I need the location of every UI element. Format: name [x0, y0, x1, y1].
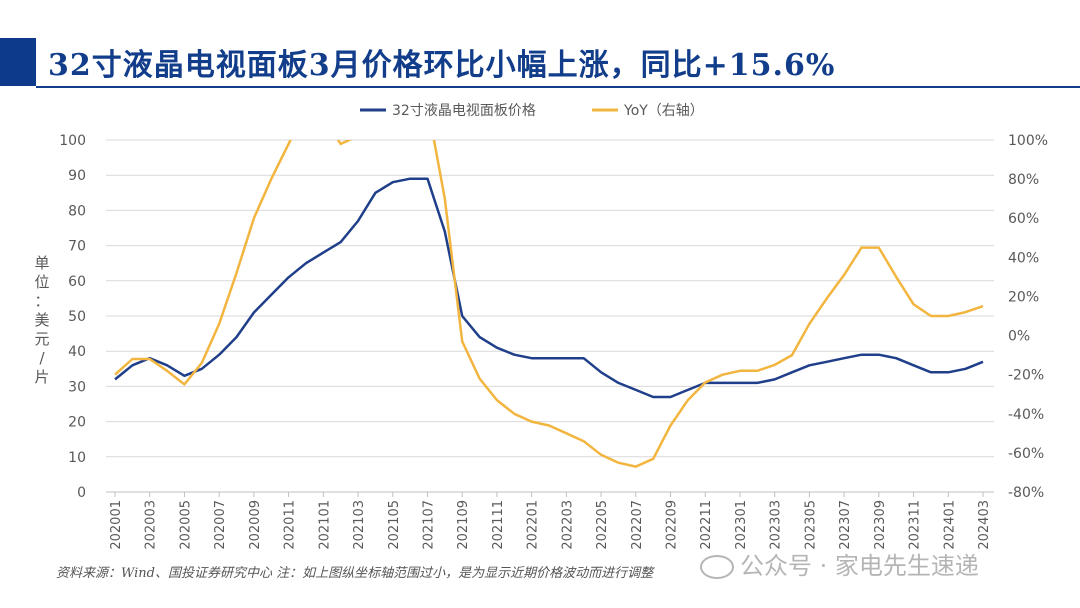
left-y-tick-label: 70 [68, 239, 86, 255]
watermark-text: 公众号 · 家电先生速递 [740, 552, 979, 580]
x-tick-label: 202105 [387, 500, 402, 550]
x-tick-label: 202309 [873, 500, 888, 550]
left-y-tick-label: 60 [68, 274, 86, 290]
chart-legend: 32寸液晶电视面板价格 YoY（右轴） [360, 103, 704, 119]
x-tick-label: 202303 [769, 500, 784, 550]
right-y-tick-label: 80% [1008, 172, 1039, 188]
x-tick-label: 202209 [665, 500, 680, 550]
x-tick-label: 202401 [942, 500, 957, 550]
right-y-tick-label: -80% [1008, 485, 1044, 501]
left-y-axis-label: 单位：美元/片 [34, 254, 49, 386]
right-y-tick-label: 0% [1008, 329, 1030, 345]
series-line-1 [114, 140, 984, 468]
left-y-tick-label: 20 [68, 415, 86, 431]
x-tick-label: 202103 [352, 500, 367, 550]
right-y-tick-label: 40% [1008, 250, 1039, 266]
right-y-tick-label: -20% [1008, 368, 1044, 384]
source-note: 资料来源：Wind、国投证券研究中心 注：如上图纵坐标轴范围过小，是为显示近期价… [56, 566, 654, 581]
legend-label: 32寸液晶电视面板价格 [392, 103, 536, 119]
right-y-tick-label: 20% [1008, 289, 1039, 305]
x-tick-label: 202211 [699, 500, 714, 550]
wechat-icon [700, 555, 734, 579]
x-tick-label: 202009 [248, 500, 263, 550]
title-divider [36, 86, 1080, 88]
series-line-0 [114, 177, 984, 399]
chart-gridlines [106, 139, 994, 458]
x-tick-label: 202403 [977, 500, 992, 550]
x-tick-label: 202001 [109, 500, 124, 550]
right-y-tick-label: -40% [1008, 407, 1044, 423]
right-y-tick-label: 60% [1008, 211, 1039, 227]
right-y-tick-label: 100% [1008, 133, 1048, 149]
right-y-axis: -80% -60% -40% -20% 0% 20% 40% 60% 80% 100% [1008, 133, 1048, 501]
x-axis: 202001 202003 202005 202007 202009 202011 2021… [106, 491, 994, 550]
x-tick-label: 202107 [421, 500, 436, 550]
x-tick-label: 202011 [283, 500, 298, 550]
x-tick-label: 202203 [560, 500, 575, 550]
x-tick-label: 202111 [491, 500, 506, 550]
legend-label: YoY（右轴） [623, 103, 704, 119]
x-tick-label: 202307 [838, 500, 853, 550]
left-y-tick-label: 100 [59, 133, 86, 149]
x-tick-label: 202109 [456, 500, 471, 550]
x-tick-label: 202101 [317, 500, 332, 550]
left-y-tick-label: 30 [68, 379, 86, 395]
x-tick-label: 202305 [803, 500, 818, 550]
right-y-tick-label: -60% [1008, 446, 1044, 462]
x-tick-label: 202207 [630, 500, 645, 550]
x-tick-label: 202301 [734, 500, 749, 550]
x-tick-label: 202311 [908, 500, 923, 550]
x-tick-label: 202205 [595, 500, 610, 550]
left-y-tick-label: 50 [68, 309, 86, 325]
x-tick-label: 202201 [526, 500, 541, 550]
left-y-tick-label: 10 [68, 450, 86, 466]
left-y-tick-label: 40 [68, 344, 86, 360]
left-y-axis: 0 10 20 30 40 50 60 70 80 90 100 [59, 133, 86, 501]
x-tick-label: 202005 [178, 500, 193, 550]
title-accent-bar [0, 38, 36, 86]
page-title: 32寸液晶电视面板3月价格环比小幅上涨，同比+15.6% [48, 48, 836, 83]
watermark: 公众号 · 家电先生速递 [700, 546, 979, 581]
left-y-tick-label: 80 [68, 203, 86, 219]
chart-series-lines [114, 140, 984, 468]
price-yoy-line-chart: 32寸液晶电视面板价格 YoY（右轴） 0 10 20 30 40 50 60 70 80 90 10… [34, 103, 1048, 550]
x-tick-label: 202003 [144, 500, 159, 550]
left-y-tick-label: 90 [68, 168, 86, 184]
left-y-tick-label: 0 [77, 485, 86, 501]
left-y-axis-title: 单位：美元/片 [34, 254, 49, 386]
x-tick-label: 202007 [213, 500, 228, 550]
